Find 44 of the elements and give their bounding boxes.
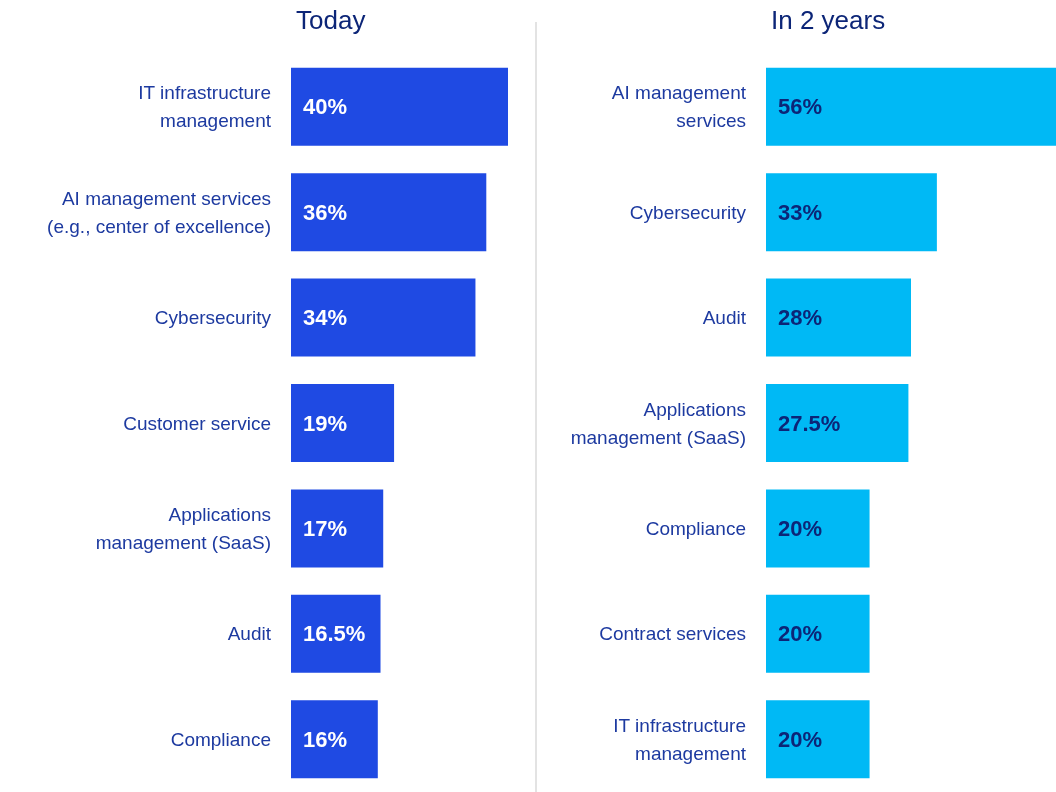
bar	[766, 594, 870, 673]
data-label: 20%	[778, 515, 823, 541]
bar	[766, 700, 870, 779]
y-tick-label: Applications management (SaaS)	[95, 503, 271, 553]
data-label: 27.5%	[778, 410, 841, 436]
bar	[291, 384, 395, 462]
bar	[766, 384, 909, 462]
data-label: 33%	[778, 199, 823, 225]
bar	[291, 67, 508, 146]
bar	[766, 489, 870, 568]
data-label: 19%	[303, 410, 348, 436]
data-label: 20%	[778, 726, 823, 752]
data-label: 36%	[303, 199, 348, 225]
bar	[291, 700, 378, 779]
y-tick-label: Audit	[227, 623, 272, 645]
chart-title: In 2 years	[771, 5, 886, 35]
data-label: 16.5%	[303, 621, 366, 647]
data-label: 40%	[303, 94, 348, 120]
y-tick-label: Audit	[702, 307, 747, 329]
y-tick-label: IT infrastructure management	[613, 714, 747, 764]
y-tick-label: Contract services	[599, 623, 746, 645]
bar	[766, 67, 1056, 146]
y-tick-label: Customer service	[123, 412, 271, 434]
data-label: 34%	[303, 305, 348, 331]
bar	[291, 173, 487, 252]
y-tick-label: AI management services (e.g., center of excellence)	[47, 187, 271, 237]
y-tick-label: Compliance	[645, 517, 746, 539]
chart-title: Today	[296, 5, 366, 35]
y-tick-label: Compliance	[170, 728, 271, 750]
data-label: 56%	[778, 94, 823, 120]
bar	[291, 594, 381, 673]
data-label: 16%	[303, 726, 348, 752]
bar	[766, 173, 937, 252]
y-tick-label: Cybersecurity	[154, 307, 272, 329]
data-label: 28%	[778, 305, 823, 331]
y-tick-label: Cybersecurity	[629, 201, 747, 223]
y-tick-label: AI management services	[611, 82, 747, 132]
bar	[291, 489, 384, 568]
bar	[766, 278, 911, 357]
y-tick-label: IT infrastructure management	[138, 82, 272, 132]
bar	[291, 278, 476, 357]
data-label: 20%	[778, 621, 823, 647]
data-label: 17%	[303, 515, 348, 541]
y-tick-label: Applications management (SaaS)	[570, 398, 746, 448]
